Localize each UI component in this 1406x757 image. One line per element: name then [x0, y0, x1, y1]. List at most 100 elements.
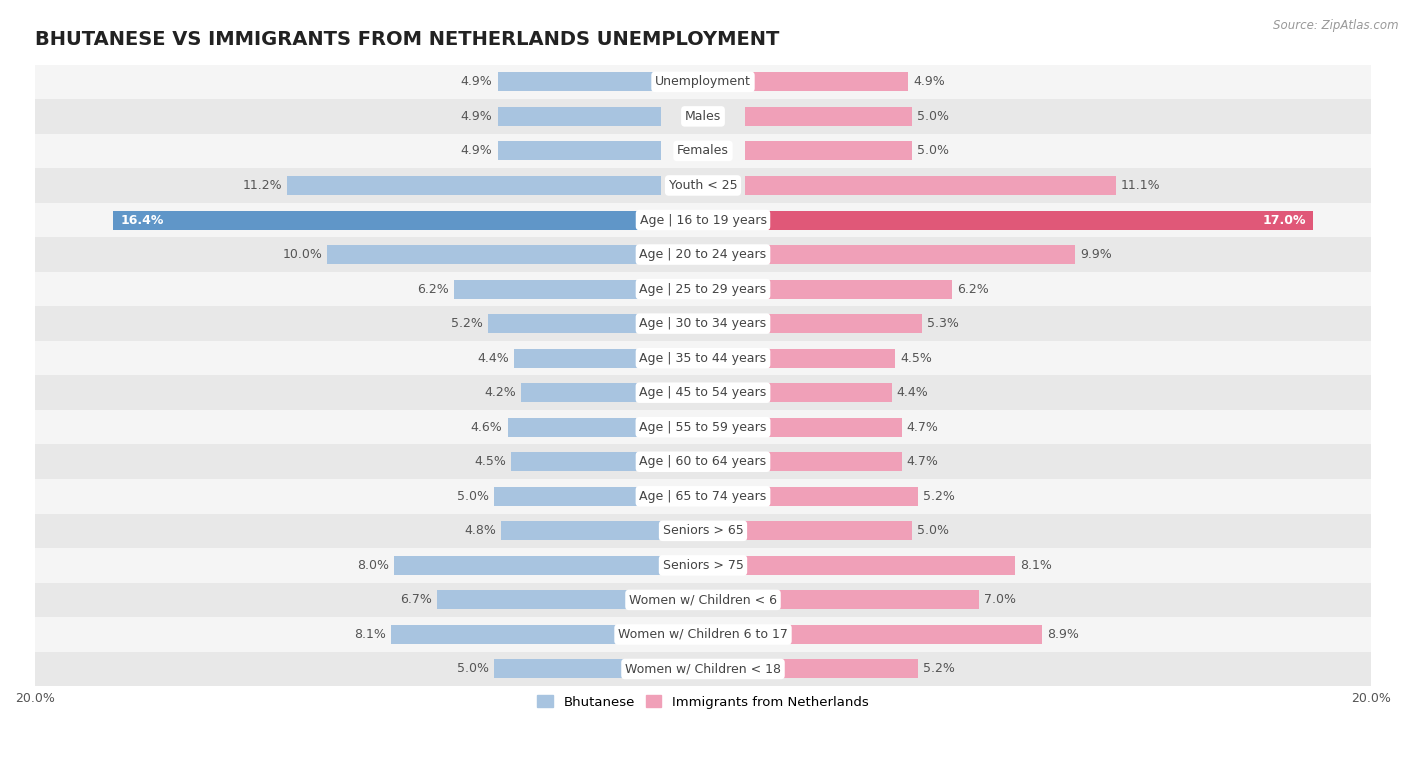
- Text: Age | 60 to 64 years: Age | 60 to 64 years: [640, 455, 766, 469]
- Text: 4.4%: 4.4%: [897, 386, 928, 399]
- Text: 5.0%: 5.0%: [917, 110, 949, 123]
- Text: 4.7%: 4.7%: [907, 455, 939, 469]
- Bar: [522, 383, 661, 402]
- Text: Women w/ Children 6 to 17: Women w/ Children 6 to 17: [619, 628, 787, 641]
- Text: 11.2%: 11.2%: [242, 179, 283, 192]
- Text: 8.9%: 8.9%: [1047, 628, 1078, 641]
- Bar: [745, 349, 896, 368]
- Bar: [745, 73, 908, 92]
- Bar: [35, 617, 1371, 652]
- Bar: [488, 314, 661, 333]
- Bar: [35, 99, 1371, 134]
- Bar: [745, 107, 911, 126]
- Text: 4.8%: 4.8%: [464, 525, 496, 537]
- Bar: [437, 590, 661, 609]
- Bar: [745, 245, 1076, 264]
- Bar: [35, 341, 1371, 375]
- Text: Women w/ Children < 18: Women w/ Children < 18: [626, 662, 780, 675]
- Text: Seniors > 75: Seniors > 75: [662, 559, 744, 572]
- Bar: [35, 237, 1371, 272]
- Text: 17.0%: 17.0%: [1263, 213, 1306, 226]
- Text: 16.4%: 16.4%: [120, 213, 163, 226]
- Bar: [35, 272, 1371, 307]
- Bar: [35, 134, 1371, 168]
- Bar: [498, 142, 661, 160]
- Text: 4.5%: 4.5%: [900, 352, 932, 365]
- Bar: [745, 383, 891, 402]
- Bar: [35, 410, 1371, 444]
- Text: 6.7%: 6.7%: [401, 593, 433, 606]
- Bar: [508, 418, 661, 437]
- Bar: [745, 279, 952, 298]
- Text: Women w/ Children < 6: Women w/ Children < 6: [628, 593, 778, 606]
- Text: 5.0%: 5.0%: [917, 525, 949, 537]
- Bar: [745, 142, 911, 160]
- Text: Age | 45 to 54 years: Age | 45 to 54 years: [640, 386, 766, 399]
- Bar: [498, 73, 661, 92]
- Bar: [745, 625, 1042, 644]
- Text: 4.9%: 4.9%: [461, 76, 492, 89]
- Text: 5.0%: 5.0%: [457, 662, 489, 675]
- Text: 4.9%: 4.9%: [461, 110, 492, 123]
- Bar: [35, 444, 1371, 479]
- Bar: [745, 418, 901, 437]
- Text: 4.6%: 4.6%: [471, 421, 502, 434]
- Bar: [35, 203, 1371, 237]
- Text: 7.0%: 7.0%: [984, 593, 1015, 606]
- Bar: [745, 176, 1115, 195]
- Bar: [745, 487, 918, 506]
- Text: 4.2%: 4.2%: [484, 386, 516, 399]
- Text: Age | 30 to 34 years: Age | 30 to 34 years: [640, 317, 766, 330]
- Text: Seniors > 65: Seniors > 65: [662, 525, 744, 537]
- Text: 5.0%: 5.0%: [917, 145, 949, 157]
- Text: 8.0%: 8.0%: [357, 559, 389, 572]
- Text: Age | 65 to 74 years: Age | 65 to 74 years: [640, 490, 766, 503]
- Bar: [745, 556, 1015, 575]
- Text: Age | 20 to 24 years: Age | 20 to 24 years: [640, 248, 766, 261]
- Bar: [35, 375, 1371, 410]
- Bar: [510, 452, 661, 472]
- Bar: [35, 513, 1371, 548]
- Bar: [515, 349, 661, 368]
- Text: 11.1%: 11.1%: [1121, 179, 1160, 192]
- Text: 8.1%: 8.1%: [354, 628, 385, 641]
- Text: 5.2%: 5.2%: [924, 490, 955, 503]
- Text: Females: Females: [678, 145, 728, 157]
- Text: Age | 35 to 44 years: Age | 35 to 44 years: [640, 352, 766, 365]
- Bar: [35, 168, 1371, 203]
- Text: 10.0%: 10.0%: [283, 248, 322, 261]
- Text: 9.9%: 9.9%: [1080, 248, 1112, 261]
- Legend: Bhutanese, Immigrants from Netherlands: Bhutanese, Immigrants from Netherlands: [531, 690, 875, 714]
- Text: 4.9%: 4.9%: [914, 76, 945, 89]
- Text: 5.0%: 5.0%: [457, 490, 489, 503]
- Bar: [394, 556, 661, 575]
- Bar: [745, 522, 911, 540]
- Bar: [35, 548, 1371, 583]
- Text: Age | 16 to 19 years: Age | 16 to 19 years: [640, 213, 766, 226]
- Bar: [495, 487, 661, 506]
- Bar: [287, 176, 661, 195]
- Bar: [745, 590, 979, 609]
- Bar: [501, 522, 661, 540]
- Bar: [495, 659, 661, 678]
- Text: 8.1%: 8.1%: [1021, 559, 1052, 572]
- Text: Age | 25 to 29 years: Age | 25 to 29 years: [640, 282, 766, 295]
- Text: 5.2%: 5.2%: [451, 317, 482, 330]
- Text: Source: ZipAtlas.com: Source: ZipAtlas.com: [1274, 19, 1399, 32]
- Bar: [35, 64, 1371, 99]
- Text: 6.2%: 6.2%: [418, 282, 449, 295]
- Text: Males: Males: [685, 110, 721, 123]
- Bar: [35, 307, 1371, 341]
- Bar: [328, 245, 661, 264]
- Text: Age | 55 to 59 years: Age | 55 to 59 years: [640, 421, 766, 434]
- Bar: [454, 279, 661, 298]
- Bar: [35, 583, 1371, 617]
- Text: 4.9%: 4.9%: [461, 145, 492, 157]
- Text: 4.4%: 4.4%: [478, 352, 509, 365]
- Bar: [391, 625, 661, 644]
- Text: Unemployment: Unemployment: [655, 76, 751, 89]
- Text: 5.3%: 5.3%: [927, 317, 959, 330]
- Text: Youth < 25: Youth < 25: [669, 179, 737, 192]
- Bar: [745, 314, 922, 333]
- Text: BHUTANESE VS IMMIGRANTS FROM NETHERLANDS UNEMPLOYMENT: BHUTANESE VS IMMIGRANTS FROM NETHERLANDS…: [35, 30, 779, 49]
